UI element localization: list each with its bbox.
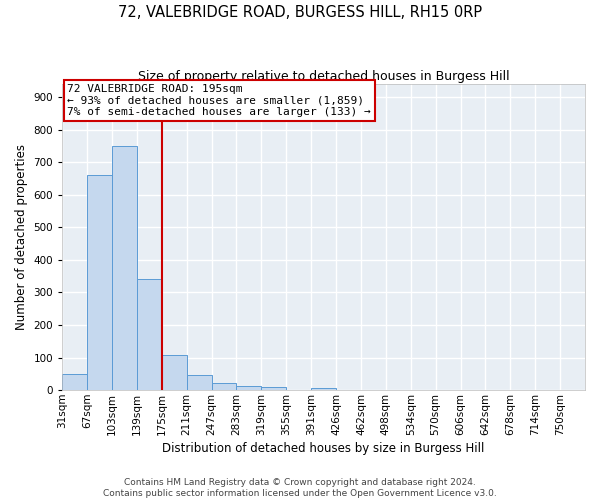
- Y-axis label: Number of detached properties: Number of detached properties: [15, 144, 28, 330]
- Bar: [62, 374, 87, 390]
- Title: Size of property relative to detached houses in Burgess Hill: Size of property relative to detached ho…: [138, 70, 509, 83]
- Text: 72 VALEBRIDGE ROAD: 195sqm
← 93% of detached houses are smaller (1,859)
7% of se: 72 VALEBRIDGE ROAD: 195sqm ← 93% of deta…: [67, 84, 371, 117]
- Bar: [262, 387, 286, 390]
- Bar: [137, 280, 162, 390]
- Bar: [87, 176, 112, 390]
- X-axis label: Distribution of detached houses by size in Burgess Hill: Distribution of detached houses by size …: [163, 442, 485, 455]
- Bar: [311, 388, 336, 390]
- Bar: [236, 386, 262, 390]
- Text: 72, VALEBRIDGE ROAD, BURGESS HILL, RH15 0RP: 72, VALEBRIDGE ROAD, BURGESS HILL, RH15 …: [118, 5, 482, 20]
- Text: Contains HM Land Registry data © Crown copyright and database right 2024.
Contai: Contains HM Land Registry data © Crown c…: [103, 478, 497, 498]
- Bar: [212, 383, 236, 390]
- Bar: [162, 355, 187, 390]
- Bar: [112, 146, 137, 390]
- Bar: [187, 375, 212, 390]
